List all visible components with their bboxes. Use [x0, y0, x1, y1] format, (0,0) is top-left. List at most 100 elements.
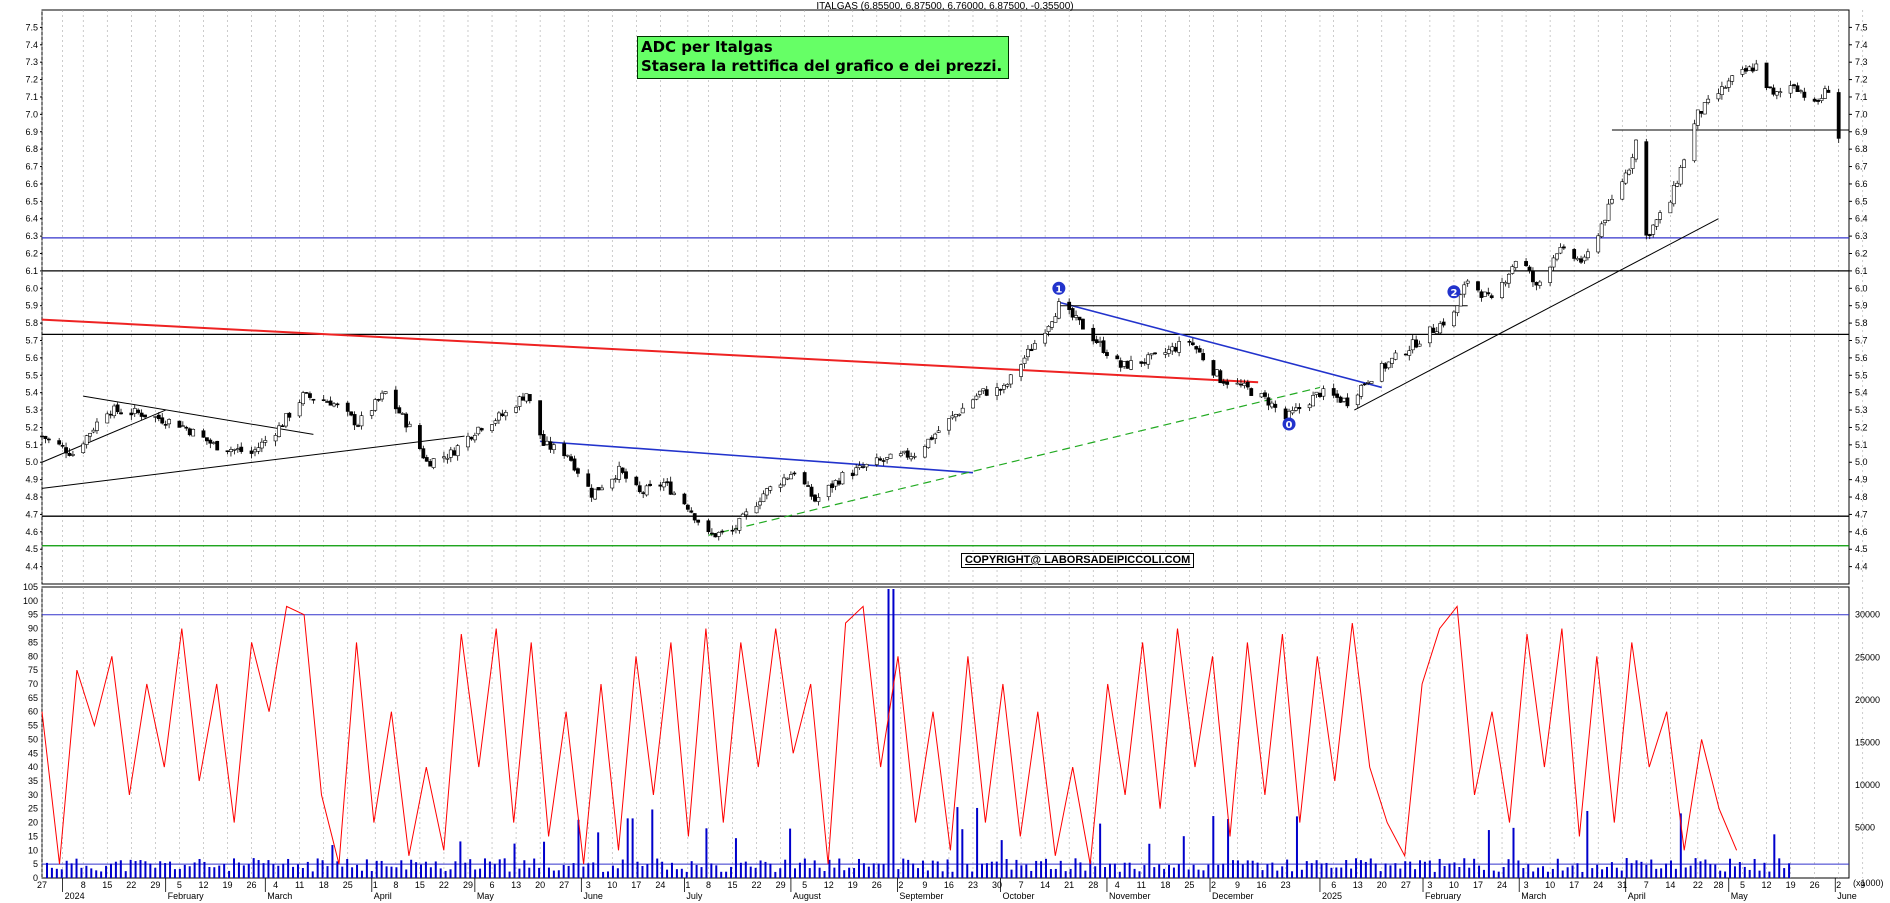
volume-bar: [1492, 870, 1495, 878]
volume-bar: [356, 864, 359, 878]
x-month-label: February: [168, 891, 205, 901]
volume-bar: [1773, 834, 1776, 878]
candle-body: [160, 417, 165, 424]
candle-body: [624, 471, 628, 479]
price-ytick-right: 5.2: [1855, 422, 1868, 432]
volume-bar: [976, 807, 979, 878]
candle-body: [754, 505, 759, 514]
candle-body: [129, 412, 134, 416]
volume-bar: [690, 861, 693, 878]
osc-ytick-left: 105: [23, 582, 38, 592]
volume-bar: [85, 865, 88, 878]
candle-body: [256, 447, 261, 452]
x-day-label: 17: [1473, 880, 1483, 890]
volume-bar: [675, 869, 678, 878]
candle-body: [1417, 343, 1422, 347]
candle-body: [806, 485, 810, 487]
candle-body: [1046, 326, 1051, 332]
candle-body: [1149, 353, 1154, 356]
volume-bar: [966, 864, 969, 878]
volume-bar: [971, 871, 974, 878]
volume-bar: [848, 867, 851, 878]
candle-body: [1338, 396, 1343, 403]
candle-body: [308, 393, 312, 398]
x-day-label: 12: [824, 880, 834, 890]
osc-ytick-left: 75: [28, 665, 38, 675]
candle-body: [610, 478, 615, 489]
x-day-label: 4: [273, 880, 278, 890]
volume-bar: [990, 861, 993, 878]
x-day-label: 6: [1331, 880, 1336, 890]
candle-body: [380, 392, 385, 400]
volume-bar: [223, 863, 226, 878]
candle-body: [1486, 292, 1491, 295]
candle-body: [1139, 361, 1144, 364]
x-day-label: 20: [1377, 880, 1387, 890]
candle-body: [1362, 383, 1367, 386]
volume-bar: [483, 858, 486, 878]
volume-bar: [296, 864, 299, 878]
oscillator-panel-frame: [41, 586, 1850, 879]
price-ytick-left: 7.5: [25, 22, 38, 32]
volume-bar: [981, 863, 984, 878]
candle-body: [1675, 183, 1680, 187]
x-day-label: 19: [223, 880, 233, 890]
volume-bar: [1561, 870, 1564, 878]
volume-bar: [1379, 871, 1382, 878]
candle-body: [225, 450, 230, 453]
volume-bar: [415, 862, 418, 878]
candle-body: [1177, 341, 1182, 353]
volume-bar: [1364, 861, 1367, 878]
volume-bar: [169, 861, 172, 878]
candle-body: [789, 474, 793, 480]
volume-bar: [789, 828, 792, 878]
volume-bar: [1241, 864, 1244, 878]
volume-bar: [469, 859, 472, 878]
candle-body: [284, 413, 288, 427]
price-ytick-right: 7.1: [1855, 92, 1868, 102]
volume-bar: [228, 870, 231, 878]
green-dashed-support: [708, 386, 1321, 536]
price-ytick-right: 4.7: [1855, 509, 1868, 519]
candle-body: [981, 388, 986, 392]
volume-bar: [956, 807, 959, 878]
candle-body: [1747, 66, 1752, 71]
x-day-label: 30: [992, 880, 1002, 890]
volume-bar: [1335, 867, 1338, 878]
volume-bar: [1217, 864, 1220, 878]
volume-bar: [1197, 869, 1200, 878]
volume-bar: [488, 861, 491, 878]
candle-body: [1239, 383, 1243, 386]
candle-body: [1434, 331, 1439, 334]
volume-bar: [114, 861, 117, 878]
volume-bar: [1453, 862, 1456, 878]
candle-body: [1297, 407, 1302, 410]
candle-body: [1008, 374, 1013, 385]
x-month-label: June: [1837, 891, 1857, 901]
volume-bar: [867, 866, 870, 878]
volume-bar: [1231, 860, 1234, 878]
candle-body: [1355, 394, 1360, 406]
volume-bar: [1000, 840, 1003, 878]
volume-bar: [1551, 868, 1554, 878]
x-day-label: 10: [1545, 880, 1555, 890]
volume-bar: [582, 866, 585, 878]
volume-bar: [410, 859, 413, 878]
candle-body: [493, 420, 498, 424]
candle-body: [957, 414, 962, 416]
candle-body: [909, 456, 914, 460]
x-month-label: February: [1425, 891, 1462, 901]
candle-body: [551, 444, 556, 451]
volume-bar: [1674, 868, 1677, 878]
price-ytick-left: 4.8: [25, 492, 38, 502]
candle-body: [1462, 284, 1467, 295]
volume-bar: [464, 862, 467, 878]
volume-bar: [1108, 863, 1111, 878]
candle-body: [1359, 385, 1364, 397]
osc-ytick-left: 25: [28, 804, 38, 814]
volume-bar: [144, 861, 147, 878]
candle-body: [1740, 69, 1745, 75]
volume-bar: [1758, 870, 1761, 878]
candle-body: [1053, 316, 1058, 323]
volume-bar: [326, 866, 329, 878]
